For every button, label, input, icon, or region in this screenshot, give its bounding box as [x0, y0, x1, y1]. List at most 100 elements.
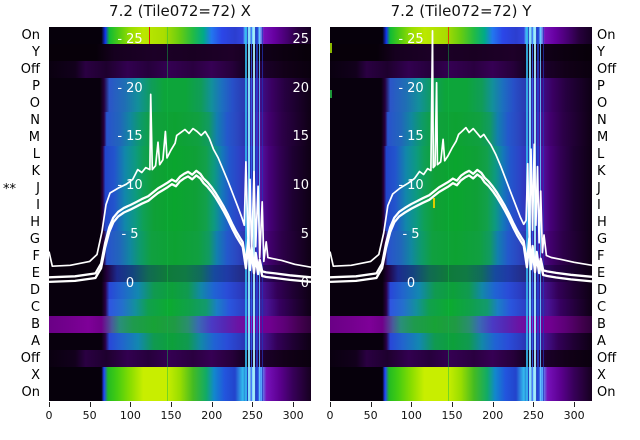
row-label-left-k-8: K — [31, 164, 40, 179]
flagged-row-marker: ** — [3, 182, 16, 197]
x-tick-label: 100 — [119, 409, 141, 422]
y-tick-label-left: 0 — [406, 275, 416, 291]
y-tick-label-left: - 25 — [117, 31, 143, 47]
row-label-right-h-11: H — [597, 215, 607, 230]
curve-mean — [330, 173, 592, 284]
y-tick-label-right: 25 — [292, 31, 309, 47]
rfi-stripe — [253, 27, 255, 401]
row-label-left-x-20: X — [31, 368, 40, 383]
row-label-left-on-0: On — [21, 28, 40, 43]
row-label-right-c-16: C — [597, 300, 607, 315]
x-tick-label: 50 — [363, 409, 378, 422]
curve-mean — [49, 169, 311, 279]
row-label-right-k-8: K — [597, 164, 606, 179]
x-tick-label: 0 — [45, 409, 53, 422]
y-tick-label-right: 0 — [300, 275, 309, 291]
row-label-right-g-12: G — [597, 232, 608, 247]
row-label-right-on-21: On — [597, 385, 616, 400]
row-label-right-o-4: O — [597, 96, 608, 111]
y-tick-label-left: - 15 — [117, 129, 143, 145]
x-tick-mark — [452, 402, 454, 407]
row-label-left-p-3: P — [32, 79, 40, 94]
x-tick-mark — [533, 402, 535, 407]
row-label-left-h-11: H — [30, 215, 40, 230]
heatmap-plot-x: - 25 25 - 20 20 - 15 15 - 10 10 - 5 5 0 0 — [49, 27, 311, 401]
rfi-stripe — [542, 27, 544, 401]
x-tick-mark — [370, 402, 372, 407]
row-label-right-on-0: On — [597, 28, 616, 43]
heatmap-plot-y: - 25 - 20 - 15 - 10 - 5 0 — [330, 27, 592, 401]
y-tick-label-left: - 10 — [117, 178, 143, 194]
row-label-left-b-17: B — [31, 317, 40, 332]
y-tick-label-left: 0 — [125, 275, 135, 291]
x-tick-label: 300 — [563, 409, 585, 422]
row-label-right-f-13: F — [597, 249, 605, 264]
curve-max — [49, 93, 311, 269]
row-label-right-i-10: I — [597, 198, 601, 213]
rfi-stripe — [330, 90, 332, 98]
x-tick-mark — [49, 402, 50, 407]
curve-max — [330, 30, 592, 268]
rfi-stripe — [448, 27, 449, 44]
rfi-stripe — [245, 27, 247, 401]
row-label-right-b-17: B — [597, 317, 606, 332]
x-tick-mark — [330, 402, 331, 407]
row-label-left-m-6: M — [28, 130, 40, 145]
row-label-right-p-3: P — [597, 79, 605, 94]
y-tick-label-right: 10 — [292, 178, 309, 194]
y-tick-label-left: - 20 — [117, 80, 143, 96]
y-tick-label-left: - 10 — [398, 178, 424, 194]
x-tick-mark — [252, 402, 254, 407]
x-tick-label: 200 — [482, 409, 504, 422]
rfi-stripe — [330, 43, 332, 53]
row-label-left-g-12: G — [29, 232, 40, 247]
row-label-left-d-15: D — [29, 283, 40, 298]
y-tick-label-left: - 5 — [121, 226, 139, 242]
x-tick-mark — [171, 402, 173, 407]
x-tick-label: 250 — [241, 409, 263, 422]
row-label-left-l-7: L — [32, 147, 40, 162]
row-label-right-x-20: X — [597, 368, 606, 383]
rfi-stripe — [167, 27, 169, 401]
y-tick-label-left: - 25 — [398, 31, 424, 47]
row-label-right-d-15: D — [597, 283, 608, 298]
x-tick-mark — [492, 402, 494, 407]
row-label-left-e-14: E — [31, 266, 40, 281]
row-label-right-off-19: Off — [597, 351, 617, 366]
x-tick-mark — [89, 402, 91, 407]
row-label-left-i-10: I — [36, 198, 40, 213]
row-label-left-o-4: O — [29, 96, 40, 111]
row-label-right-j-9: J — [597, 181, 601, 196]
x-tick-label: 250 — [522, 409, 544, 422]
row-label-left-j-9: J — [36, 181, 40, 196]
y-tick-label-left: - 20 — [398, 80, 424, 96]
row-label-right-l-7: L — [597, 147, 605, 162]
row-label-right-y-1: Y — [597, 45, 605, 60]
y-tick-label-right: 5 — [300, 226, 309, 242]
x-tick-mark — [574, 402, 576, 407]
rfi-stripe — [149, 27, 150, 44]
plot-x-title: 7.2 (Tile072=72) X — [109, 2, 251, 20]
x-tick-label: 200 — [201, 409, 223, 422]
spectrum-curves — [49, 93, 311, 284]
x-tick-label: 50 — [82, 409, 97, 422]
x-tick-mark — [211, 402, 213, 407]
y-tick-label-left: - 15 — [398, 129, 424, 145]
row-label-left-off-2: Off — [20, 62, 40, 77]
x-tick-label: 150 — [441, 409, 463, 422]
row-label-right-a-18: A — [597, 334, 606, 349]
spectrum-curves — [330, 30, 592, 284]
x-tick-label: 150 — [160, 409, 182, 422]
row-label-left-n-5: N — [30, 113, 40, 128]
x-tick-mark — [293, 402, 295, 407]
plot-y-title: 7.2 (Tile072=72) Y — [390, 2, 532, 20]
row-label-right-m-6: M — [597, 130, 609, 145]
row-label-right-n-5: N — [597, 113, 607, 128]
row-label-left-f-13: F — [32, 249, 40, 264]
x-tick-label: 0 — [326, 409, 334, 422]
rfi-stripe — [433, 198, 435, 208]
row-label-left-a-18: A — [31, 334, 40, 349]
row-label-left-off-19: Off — [20, 351, 40, 366]
curve-mean — [49, 174, 311, 284]
